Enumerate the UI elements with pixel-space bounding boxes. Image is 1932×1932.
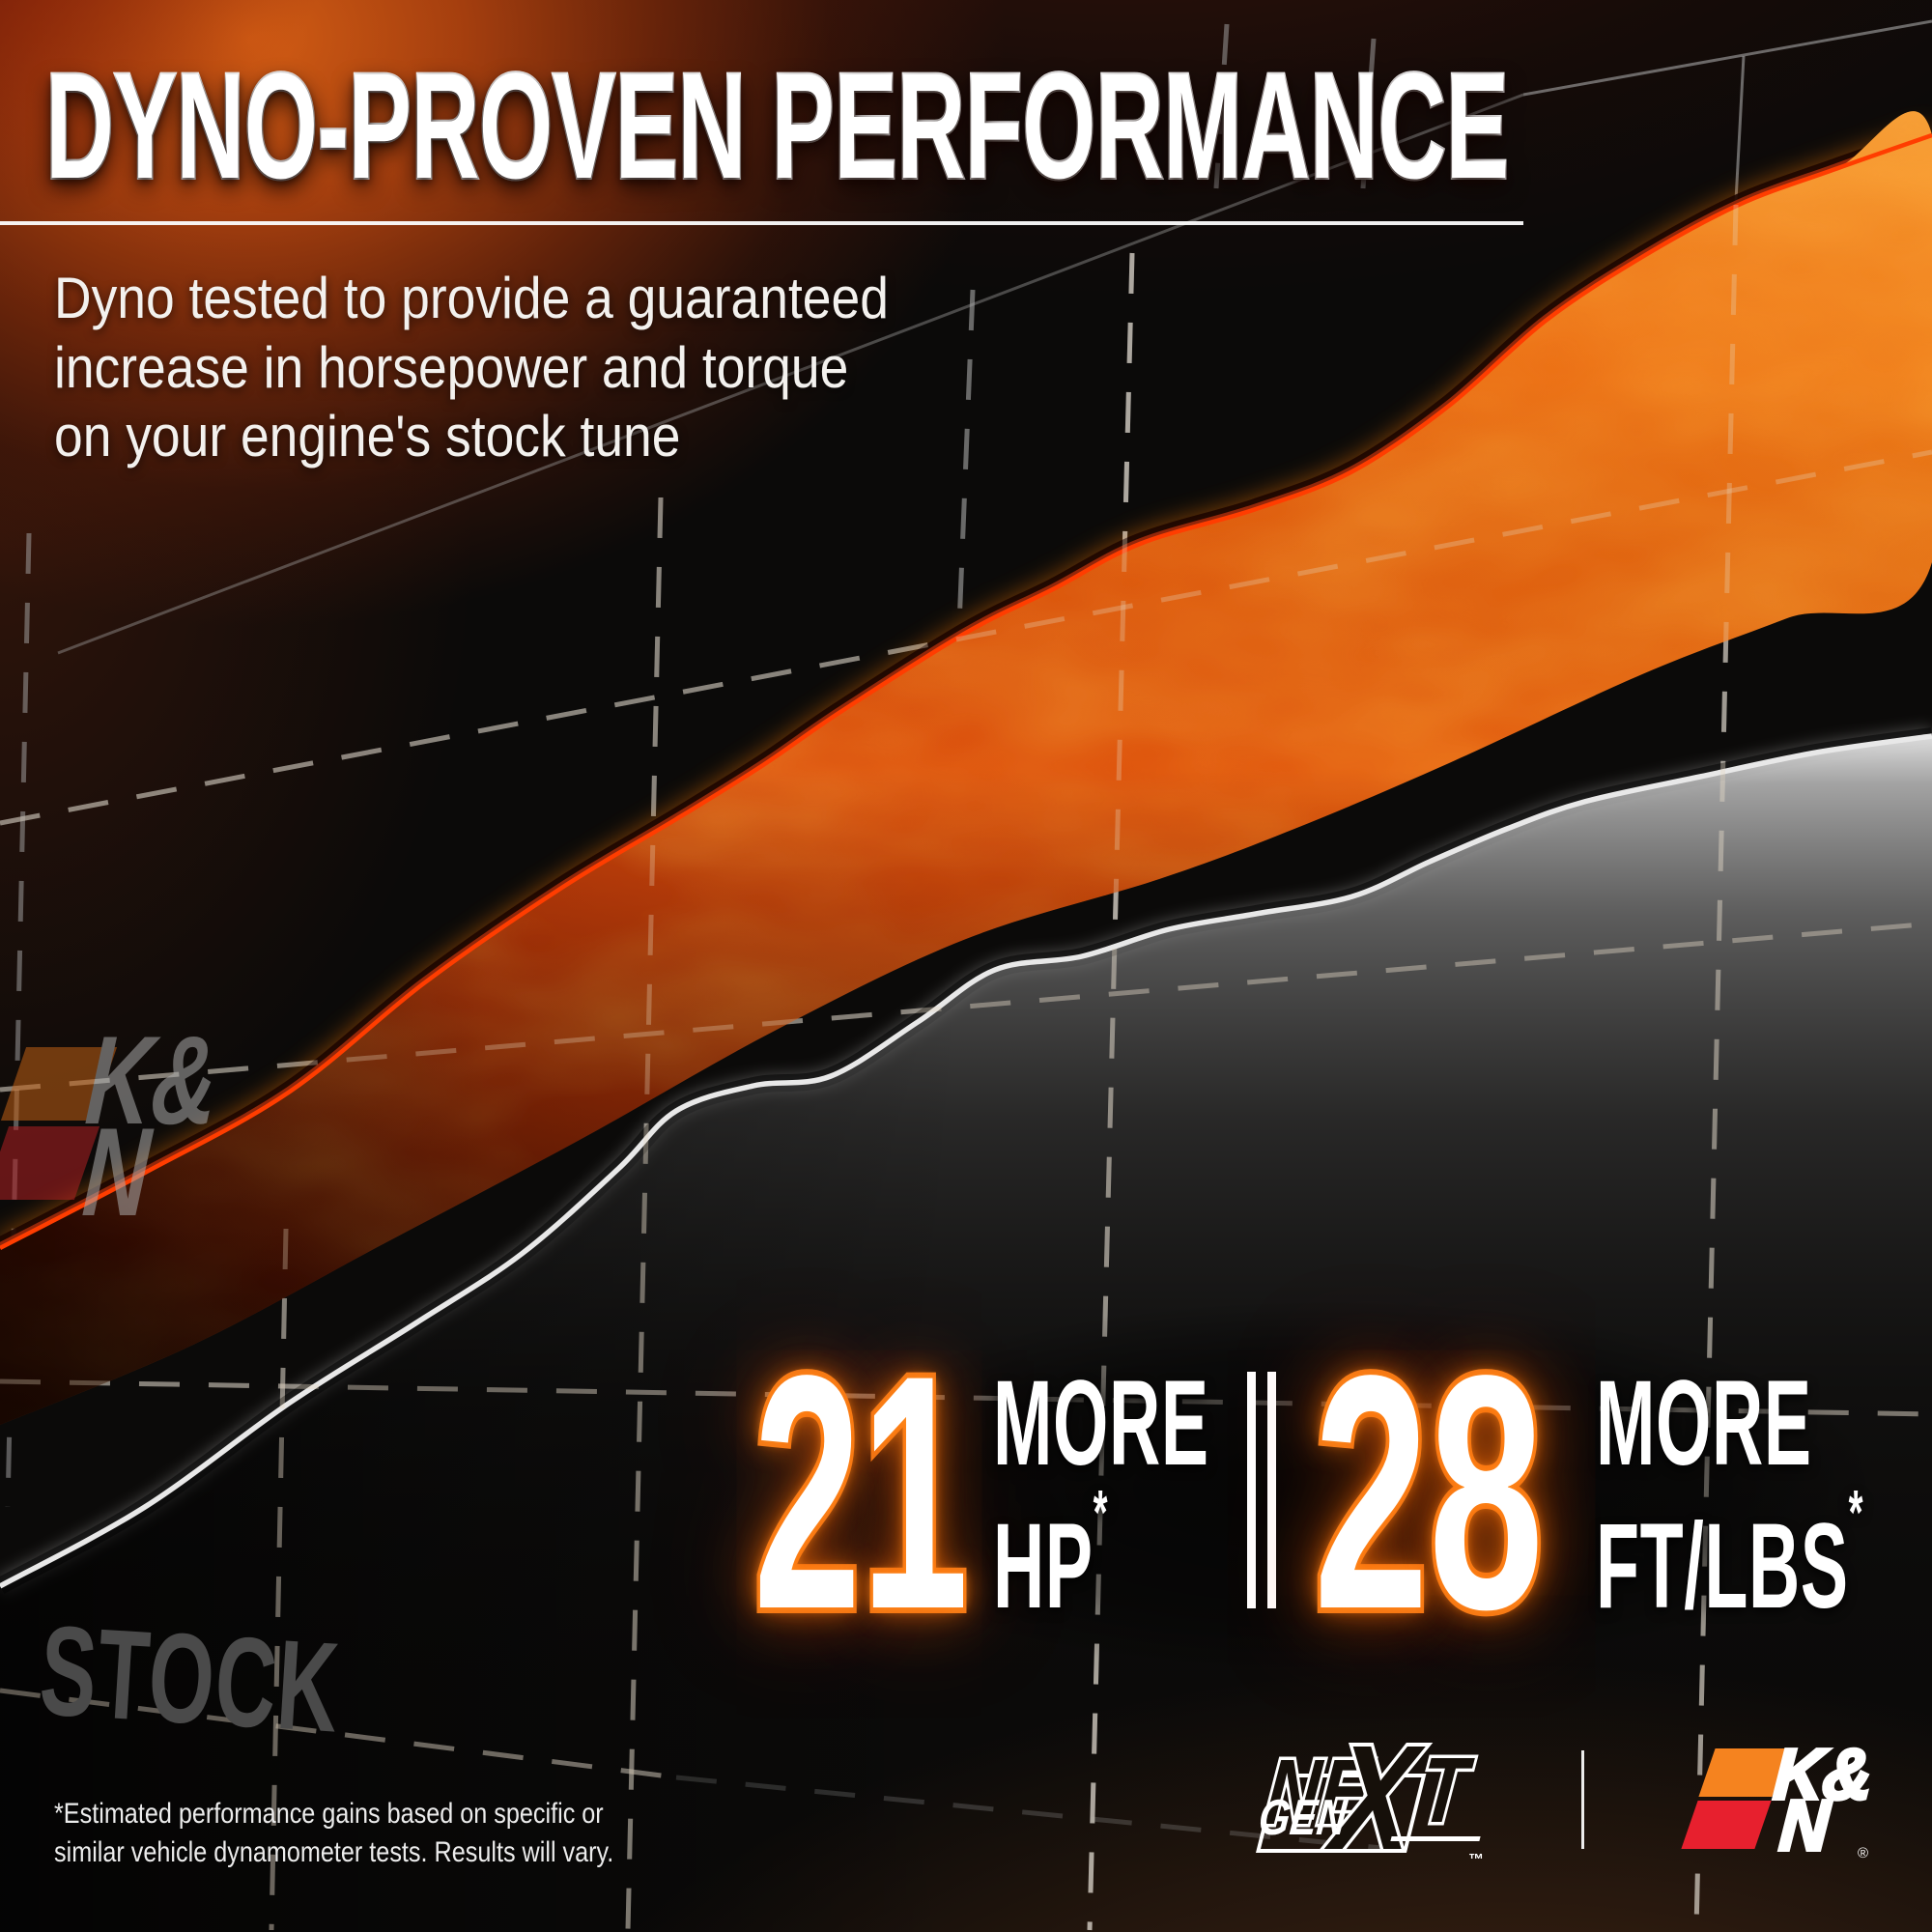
grid-solid-line xyxy=(57,93,1524,655)
grid-dashed-line xyxy=(5,532,32,1508)
torque-gain-unit: FT/LBS* xyxy=(1596,1476,1864,1634)
title-underline-rule xyxy=(0,221,1523,225)
stock-curve-edge-line xyxy=(0,733,1932,1589)
separator-bar-left xyxy=(1247,1372,1256,1608)
grid-dashed-line xyxy=(0,921,1932,1093)
stats-separator-bars xyxy=(1247,1372,1286,1608)
kn-logo-n-text: N xyxy=(1776,1783,1833,1867)
hp-gain-unit: HP* xyxy=(993,1476,1109,1634)
kn-watermark-logo: K& N xyxy=(0,1009,274,1242)
nextgen-logo-gen: GEN xyxy=(1256,1790,1350,1846)
grid-solid-line xyxy=(1522,19,1932,97)
logo-divider-line xyxy=(1581,1750,1584,1849)
disclaimer-text: *Estimated performance gains based on sp… xyxy=(54,1795,721,1872)
subtitle-line-2: increase in horsepower and torque xyxy=(54,334,849,400)
kn-watermark-n-text: N xyxy=(78,1101,156,1242)
hp-gain-qualifier: MORE xyxy=(993,1356,1209,1491)
kn-curve-left-shade xyxy=(0,111,1932,1425)
kn-curve-bright-edge xyxy=(0,132,1932,1250)
nextgen-logo: NE X T GEN ™ xyxy=(1246,1711,1507,1885)
hp-gain-value: 21 xyxy=(751,1307,973,1679)
torque-gain-value: 28 xyxy=(1310,1307,1547,1679)
grid-dashed-line xyxy=(1213,23,1230,189)
disclaimer-line-2: similar vehicle dynamometer tests. Resul… xyxy=(54,1836,614,1868)
stock-curve-label: STOCK xyxy=(36,1599,344,1759)
nextgen-logo-underline xyxy=(1390,1836,1481,1841)
kn-logo: K& N ® xyxy=(1681,1732,1918,1870)
kn-registered-symbol: ® xyxy=(1858,1845,1869,1861)
subtitle-line-3: on your engine's stock tune xyxy=(54,404,681,469)
disclaimer-line-1: *Estimated performance gains based on sp… xyxy=(54,1798,604,1830)
separator-bar-right xyxy=(1267,1372,1276,1608)
torque-gain-qualifier: MORE xyxy=(1596,1356,1812,1491)
kn-logo-red-parallelogram xyxy=(1681,1801,1772,1849)
grid-dashed-line xyxy=(1693,204,1739,1931)
grid-dashed-line xyxy=(956,289,976,627)
page-title: DYNO-PROVEN PERFORMANCE xyxy=(44,43,1511,211)
hp-footnote-asterisk: * xyxy=(1093,1476,1109,1548)
subtitle-text: Dyno tested to provide a guaranteed incr… xyxy=(54,264,992,471)
nextgen-trademark-symbol: ™ xyxy=(1468,1852,1484,1868)
torque-footnote-asterisk: * xyxy=(1848,1476,1864,1548)
grid-solid-line xyxy=(1734,55,1746,202)
grid-dashed-line xyxy=(1360,38,1377,189)
subtitle-line-1: Dyno tested to provide a guaranteed xyxy=(54,266,889,330)
grid-dashed-line xyxy=(0,1688,677,1780)
nextgen-logo-t: T xyxy=(1412,1736,1474,1845)
grid-dashed-line xyxy=(0,449,1932,826)
grid-dashed-line xyxy=(269,1228,289,1931)
